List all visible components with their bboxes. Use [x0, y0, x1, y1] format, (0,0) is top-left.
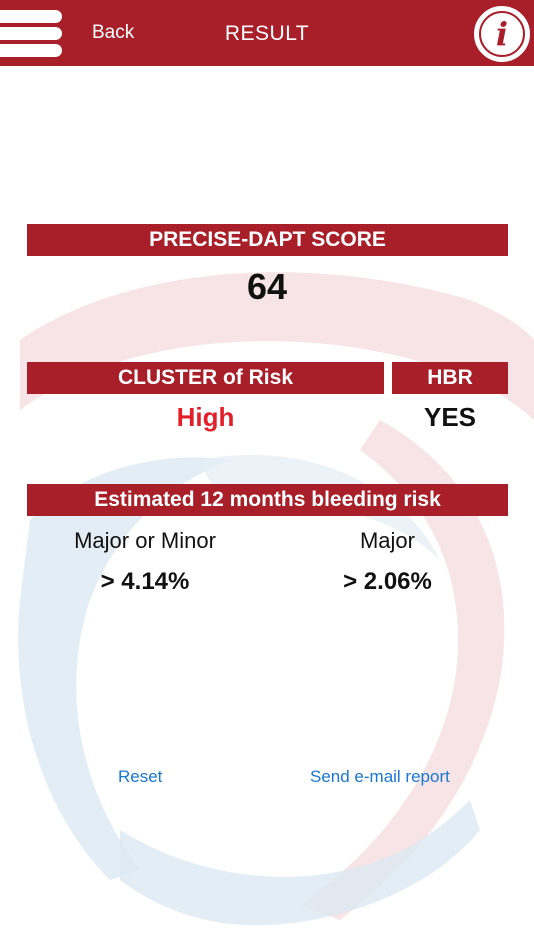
info-button[interactable]: i: [474, 6, 530, 62]
score-value: 64: [246, 266, 288, 307]
bleeding-risk-header: Estimated 12 months bleeding risk: [27, 484, 508, 516]
hbr-header: HBR: [392, 362, 508, 394]
cluster-value: High: [176, 402, 235, 432]
back-button[interactable]: Back: [92, 22, 135, 43]
nav-bar: Back RESULT i: [0, 0, 534, 66]
send-email-report-button[interactable]: Send e-mail report: [310, 767, 450, 786]
reset-button[interactable]: Reset: [118, 767, 163, 786]
cluster-header: CLUSTER of Risk: [27, 362, 384, 394]
hbr-value: YES: [423, 402, 477, 432]
major-label: Major: [359, 528, 415, 553]
score-header: PRECISE-DAPT SCORE: [27, 224, 508, 256]
major-or-minor-label: Major or Minor: [74, 528, 216, 553]
page-title: RESULT: [224, 22, 310, 45]
info-icon: i: [479, 11, 525, 57]
major-value: > 2.06%: [343, 568, 432, 595]
hamburger-menu-icon[interactable]: [0, 10, 64, 58]
major-or-minor-value: > 4.14%: [100, 568, 190, 595]
